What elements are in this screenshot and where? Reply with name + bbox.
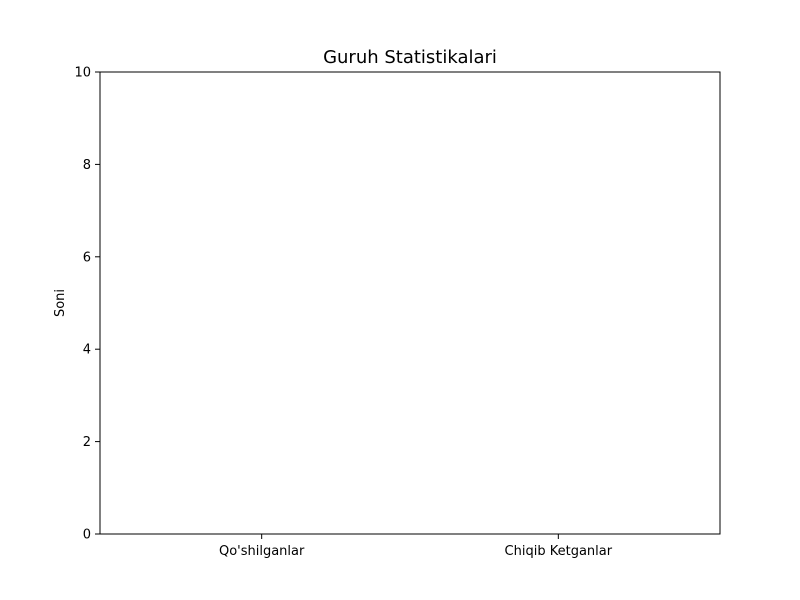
- y-tick-label: 8: [83, 158, 91, 173]
- y-tick-label: 10: [74, 66, 91, 81]
- y-axis-label: Soni: [53, 289, 68, 317]
- x-axis-ticks: Qo'shilganlar Chiqib Ketganlar: [219, 534, 613, 559]
- y-tick-label: 6: [83, 250, 91, 265]
- chart-title: Guruh Statistikalari: [323, 47, 497, 68]
- y-tick-label: 4: [83, 343, 91, 358]
- y-tick-label: 2: [83, 435, 91, 450]
- plot-area-frame: [99, 71, 721, 535]
- x-tick-label: Qo'shilganlar: [219, 544, 305, 559]
- y-axis-ticks: 0 2 4 6 8 10: [74, 66, 100, 543]
- x-tick-label: Chiqib Ketganlar: [505, 544, 613, 559]
- y-tick-label: 0: [83, 528, 91, 543]
